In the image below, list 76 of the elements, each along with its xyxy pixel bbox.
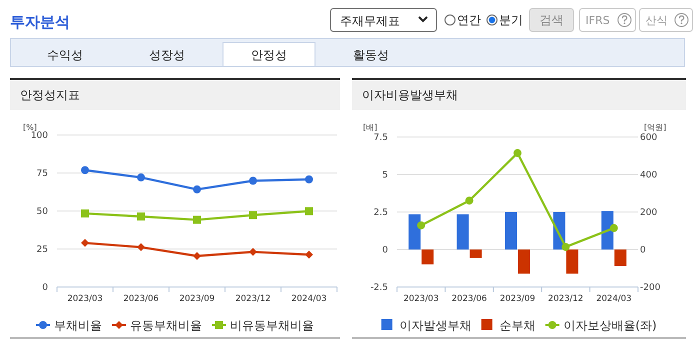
x-tick-label: 2023/03 <box>403 294 439 304</box>
point <box>305 175 313 184</box>
text: 투자분석 <box>10 13 70 31</box>
text: 수익성 <box>47 48 83 62</box>
y-tick-label: 25 <box>36 245 48 255</box>
legend-label: 이자발생부채 <box>399 318 472 332</box>
y-axis-title: [배] <box>363 123 378 132</box>
chart-title: 이자비용발생부채 <box>362 88 458 102</box>
point <box>465 196 474 205</box>
point <box>514 149 522 158</box>
point <box>305 250 313 259</box>
text: 활동성 <box>353 48 389 62</box>
y2-tick-label: -200 <box>640 283 661 293</box>
y-tick-label: 5 <box>382 170 388 180</box>
text: 검색 <box>540 13 564 27</box>
y2-tick-label: 400 <box>640 170 658 180</box>
bar <box>614 250 626 266</box>
y-tick-label: 50 <box>36 207 48 217</box>
bar <box>518 250 530 274</box>
point <box>249 248 257 256</box>
text: 분기 <box>499 13 523 27</box>
point <box>193 252 201 260</box>
point <box>81 166 89 174</box>
point <box>137 243 145 252</box>
point <box>417 221 426 230</box>
point <box>137 212 145 220</box>
legend-label: 이자보상배율(좌) <box>563 318 657 332</box>
legend-label: 부채비율 <box>54 318 102 332</box>
bar <box>601 211 614 250</box>
y-tick-label: 2.5 <box>374 208 388 218</box>
y-axis-title: [%] <box>23 123 37 132</box>
bar <box>566 250 578 274</box>
point <box>137 173 145 182</box>
x-tick-label: 2023/09 <box>179 294 215 304</box>
x-tick-label: 2023/03 <box>67 294 103 304</box>
y2-axis-title: [억원] <box>644 123 666 132</box>
bar <box>422 250 434 264</box>
point <box>81 209 89 218</box>
y-tick-label: 7.5 <box>374 133 388 143</box>
x-tick-label: 2023/12 <box>235 294 271 304</box>
y-tick-label: 0 <box>42 283 48 293</box>
bar <box>408 214 421 250</box>
text: 산식 <box>646 14 668 27</box>
bar <box>470 250 482 258</box>
text: 주재무제표 <box>340 14 400 28</box>
y2-tick-label: 600 <box>640 133 658 143</box>
text: 연간 <box>457 13 481 27</box>
point <box>610 224 618 232</box>
legend-label: 비유동부채비율 <box>230 318 314 332</box>
point <box>562 242 570 251</box>
legend-label: 유동부채비율 <box>130 318 202 332</box>
legend-label: 순부채 <box>499 318 536 332</box>
y2-tick-label: 0 <box>640 246 646 256</box>
y-tick-label: 75 <box>36 169 48 179</box>
y2-tick-label: 200 <box>640 208 658 218</box>
x-tick-label: 2023/12 <box>548 294 584 304</box>
text: 성장성 <box>149 48 185 62</box>
text: IFRS <box>586 14 610 27</box>
text: 안정성 <box>251 48 287 62</box>
chart-title: 안정성지표 <box>20 88 80 102</box>
x-tick-label: 2024/03 <box>596 294 632 304</box>
y-tick-label: -2.5 <box>370 283 388 293</box>
bar <box>456 214 469 250</box>
x-tick-label: 2023/09 <box>500 294 536 304</box>
point <box>249 176 257 185</box>
x-tick-label: 2024/03 <box>291 294 327 304</box>
point <box>81 238 89 247</box>
x-tick-label: 2023/06 <box>452 294 487 304</box>
y-tick-label: 100 <box>30 131 48 141</box>
bar <box>505 212 517 250</box>
y-tick-label: 0 <box>382 246 388 256</box>
x-tick-label: 2023/06 <box>123 294 159 304</box>
point <box>193 216 201 224</box>
point <box>305 207 313 216</box>
point <box>249 211 257 220</box>
point <box>193 185 201 194</box>
